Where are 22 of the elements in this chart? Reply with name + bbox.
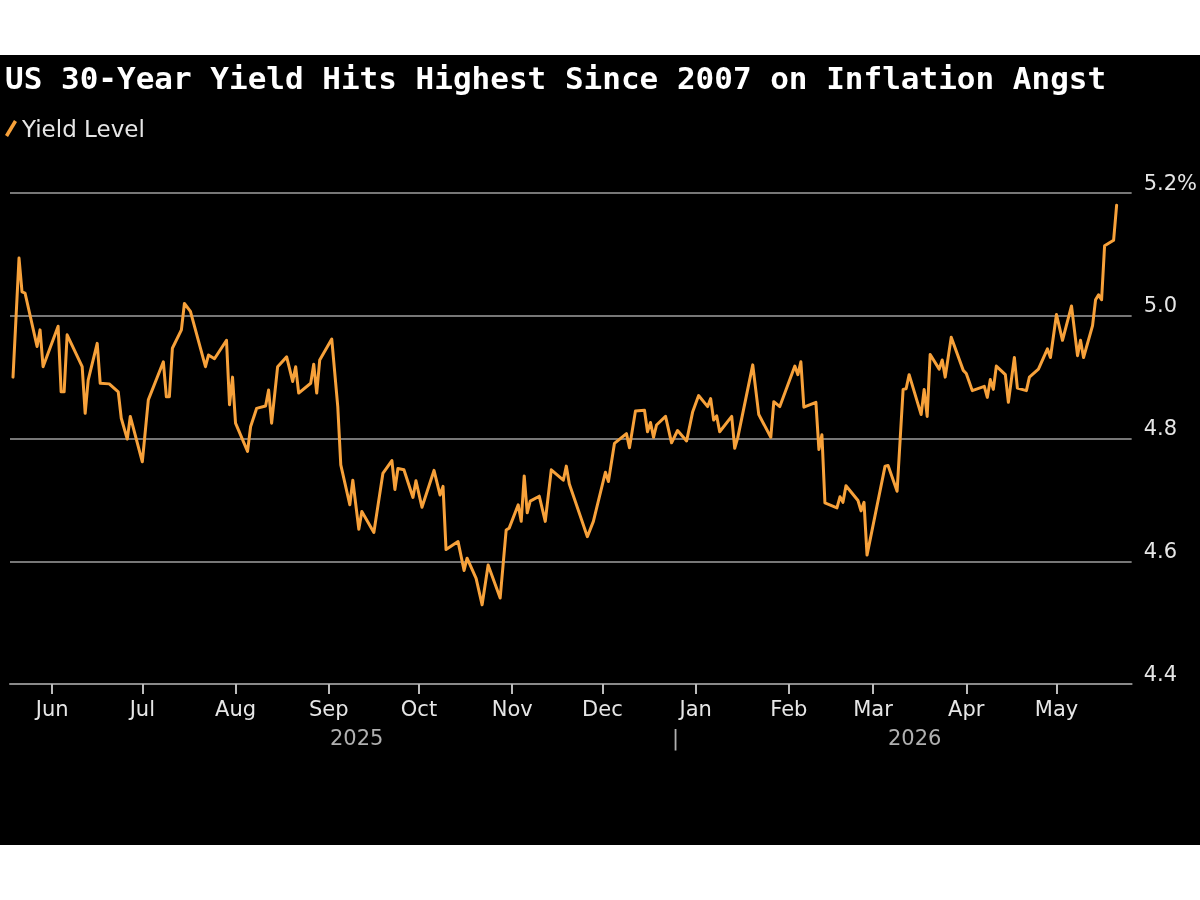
x-tick-label: May xyxy=(1034,696,1079,721)
x-tick-label: Dec xyxy=(582,696,623,721)
y-tick-label: 5.2% xyxy=(1143,170,1198,195)
x-tick-label: Oct xyxy=(400,696,438,721)
text: 2025 xyxy=(330,725,384,750)
y-tick-label: 4.8 xyxy=(1143,416,1178,440)
text: 2026 xyxy=(888,725,942,750)
y-tick-label: 4.4 xyxy=(1143,661,1178,686)
y-tick-label: 4.6 xyxy=(1143,538,1178,563)
chart-title: US 30-Year Yield Hits Highest Since 2007 on Inflation Angst xyxy=(5,59,1107,96)
x-tick-label: Nov xyxy=(491,696,533,721)
x-tick-label: Sep xyxy=(308,696,349,721)
legend-label: Yield Level xyxy=(21,115,145,142)
x-tick-label: Apr xyxy=(948,696,985,721)
x-tick-label: Jan xyxy=(677,696,712,721)
x-tick-label: Jun xyxy=(33,696,69,721)
x-tick-label: Aug xyxy=(215,696,257,721)
x-tick-label: Mar xyxy=(853,696,894,721)
y-tick-label: 5.0 xyxy=(1143,293,1178,318)
text: | xyxy=(672,725,680,751)
x-tick-label: Feb xyxy=(770,696,808,721)
x-tick-label: Jul xyxy=(127,696,155,721)
